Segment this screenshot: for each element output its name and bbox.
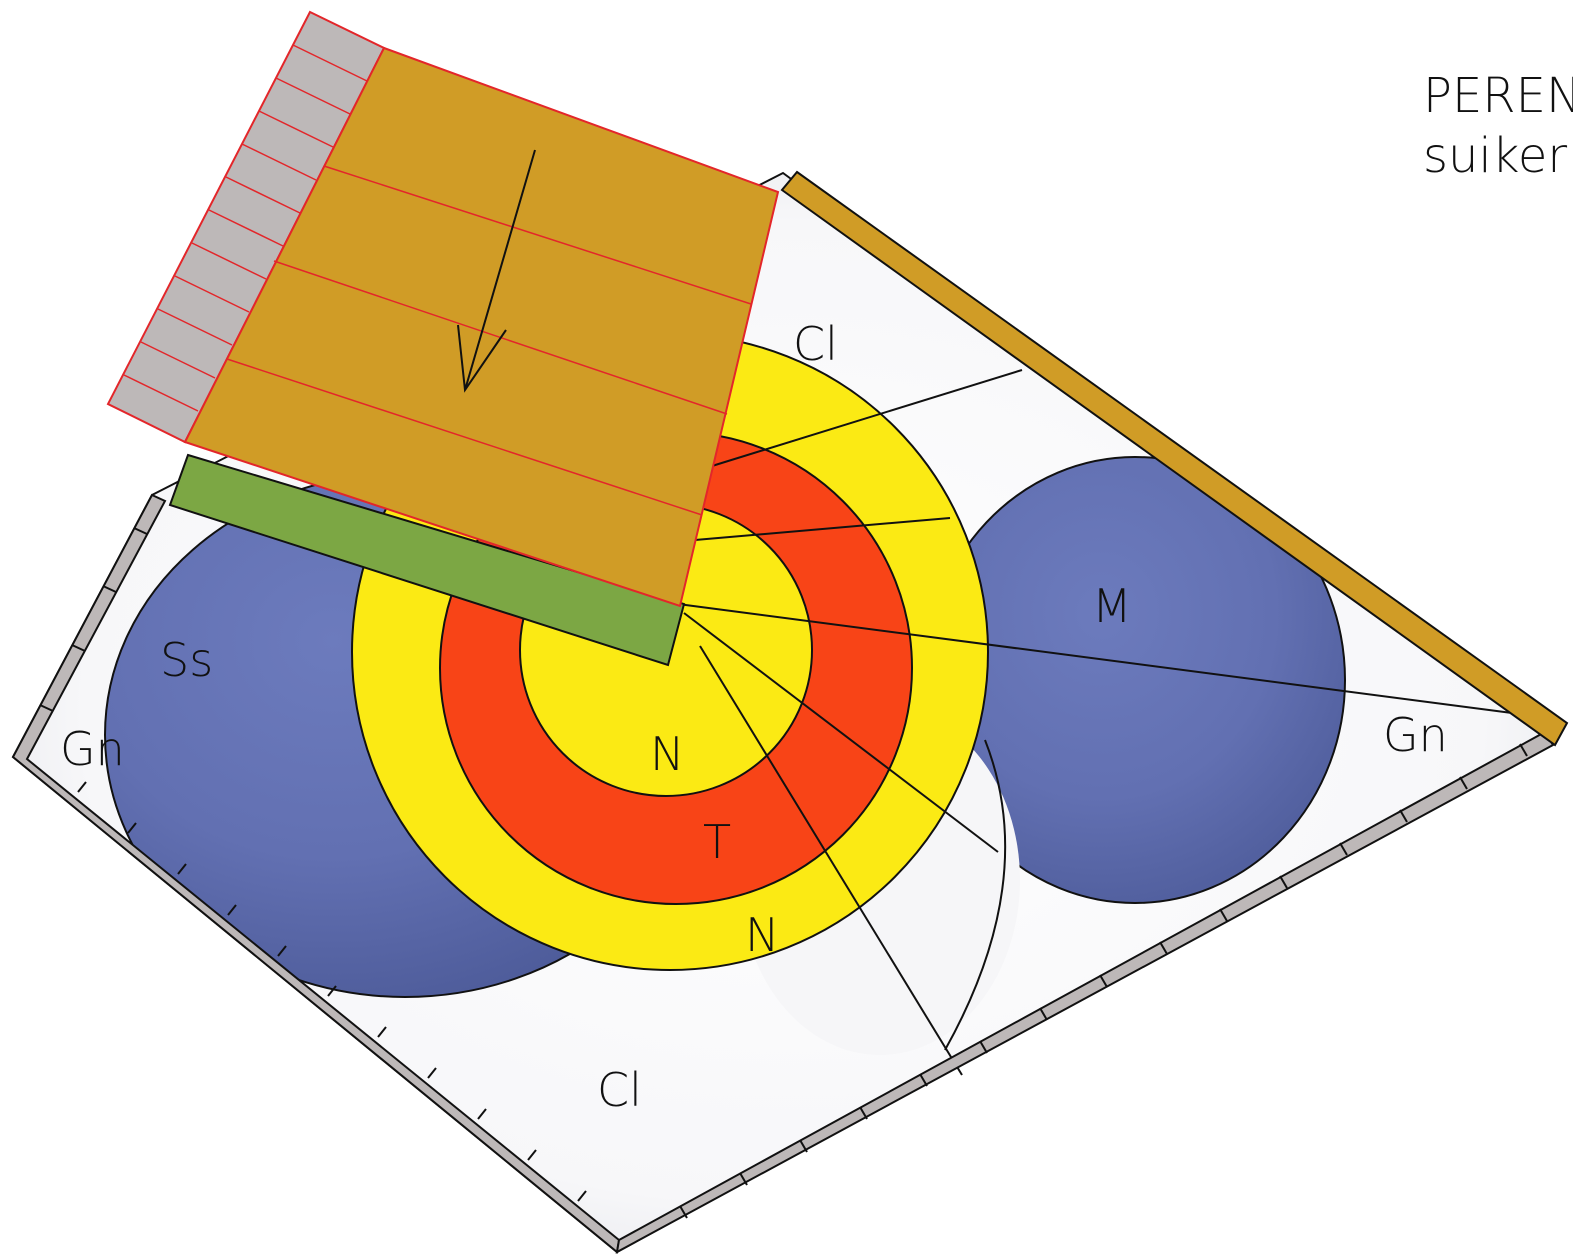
label-gn-right: Gn	[1383, 708, 1448, 762]
label-cl-bottom: Cl	[597, 1063, 642, 1117]
label-n-outer: N	[745, 908, 779, 962]
title-line-1: PEREN	[1423, 68, 1573, 124]
green-strip	[168, 453, 686, 667]
label-cl-top: Cl	[793, 317, 838, 371]
label-n-center: N	[650, 727, 684, 781]
label-gn-left: Gn	[60, 722, 125, 776]
title-line-2: suiker	[1423, 128, 1567, 184]
label-m: M	[1092, 579, 1132, 633]
label-t: T	[703, 815, 731, 869]
arrow-icon	[457, 149, 536, 393]
grey-panel	[106, 10, 386, 444]
ochre-strip	[780, 170, 1569, 747]
radial-lines	[677, 369, 1513, 1076]
label-ss: Ss	[160, 633, 213, 687]
